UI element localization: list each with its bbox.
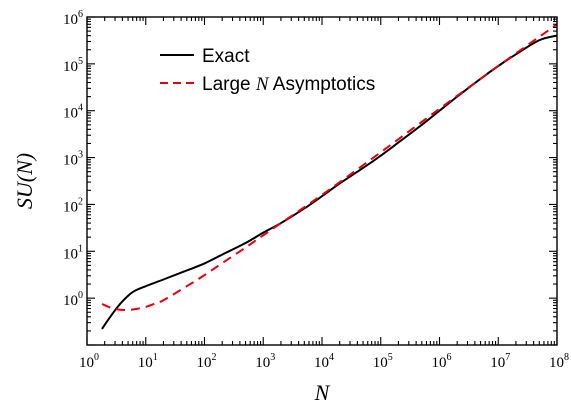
x-tick-label: 102 bbox=[197, 352, 217, 371]
y-tick-label: 100 bbox=[63, 290, 83, 309]
x-tick-label: 103 bbox=[255, 352, 275, 371]
y-tick-label: 104 bbox=[63, 103, 83, 122]
legend: Exact Large N Asymptotics bbox=[160, 46, 375, 95]
legend-label-exact: Exact bbox=[202, 46, 250, 67]
x-tick-label: 100 bbox=[79, 352, 99, 371]
y-tick-label: 106 bbox=[63, 9, 83, 28]
x-tick-label: 105 bbox=[373, 352, 393, 371]
series-line-1 bbox=[101, 23, 558, 311]
y-tick-label: 105 bbox=[63, 56, 83, 75]
y-tick-label: 102 bbox=[63, 196, 83, 215]
x-tick-label: 107 bbox=[490, 352, 510, 371]
tick-label-layer: 100 101 102 103 104 105 106 107 108 100 101 102 103 1… bbox=[63, 9, 569, 371]
x-tick-label: 104 bbox=[314, 352, 334, 371]
series-layer bbox=[101, 23, 558, 330]
y-tick-label: 101 bbox=[63, 243, 83, 262]
tick-layer bbox=[86, 16, 558, 346]
legend-label-asymptotics: Large N Asymptotics bbox=[202, 74, 375, 95]
x-tick-label: 108 bbox=[549, 352, 569, 371]
x-tick-label: 106 bbox=[432, 352, 452, 371]
y-tick-label: 103 bbox=[63, 150, 83, 169]
legend-label-asymptotics-pre: Large bbox=[202, 74, 256, 95]
y-axis-title: SU(N) bbox=[12, 153, 37, 209]
legend-label-asymptotics-post: Asymptotics bbox=[269, 74, 376, 95]
legend-label-asymptotics-italic: N bbox=[255, 74, 270, 95]
x-tick-label: 101 bbox=[138, 352, 158, 371]
plot-frame bbox=[86, 16, 558, 346]
x-axis-title: N bbox=[314, 380, 331, 405]
